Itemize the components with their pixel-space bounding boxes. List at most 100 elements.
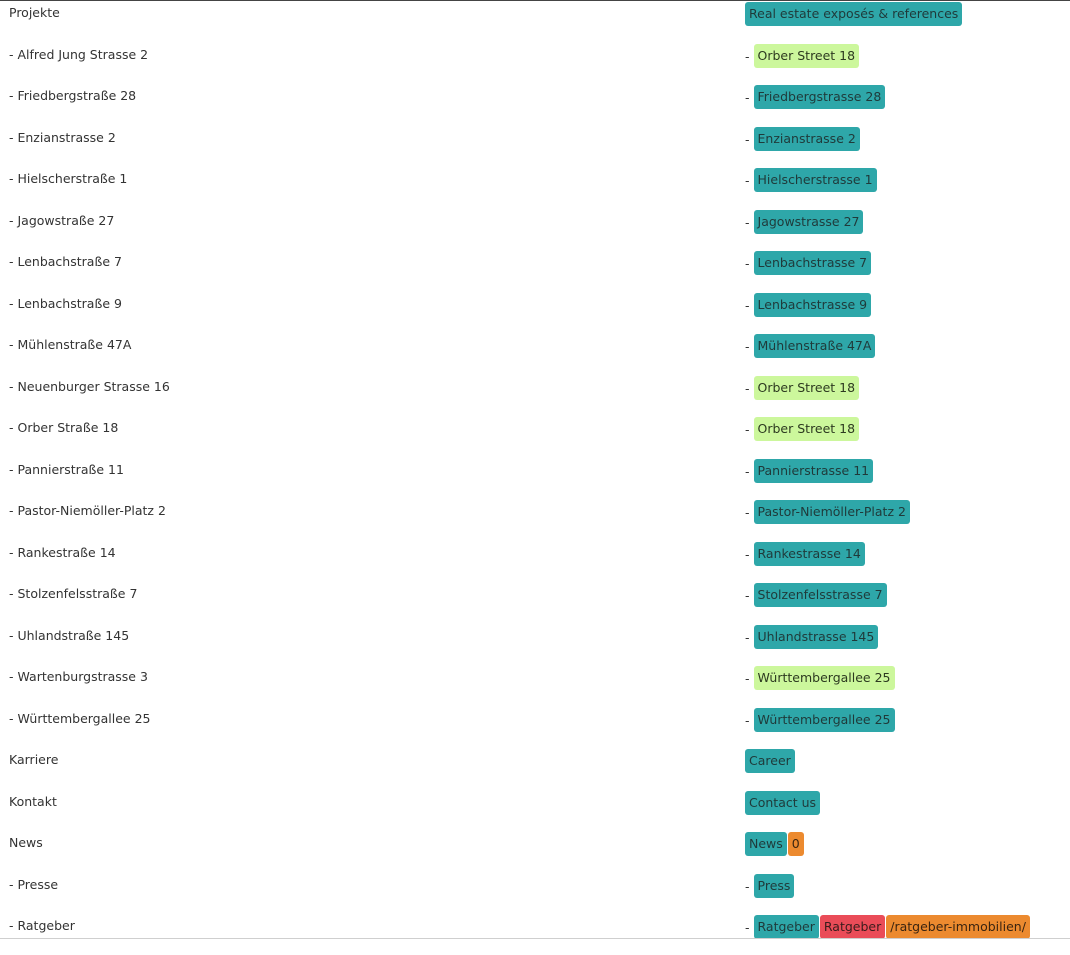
- menu-item-row: - Lenbachstraße 9 - Lenbachstrasse 9: [0, 292, 1070, 333]
- translated-menu-item: - Press: [745, 874, 795, 898]
- source-menu-label: - Hielscherstraße 1: [9, 171, 128, 186]
- translation-tag-orange[interactable]: 0: [787, 832, 804, 856]
- menu-item-row: - Rankestraße 14 - Rankestrasse 14: [0, 541, 1070, 582]
- translation-tag-orange[interactable]: /ratgeber-immobilien/: [886, 915, 1030, 939]
- translation-tag-red[interactable]: Ratgeber: [819, 915, 886, 939]
- translation-tag-teal[interactable]: Ratgeber: [753, 915, 819, 939]
- translated-menu-item: - Pastor-Niemöller-Platz 2: [745, 500, 911, 524]
- translation-tag-teal[interactable]: News: [745, 832, 787, 856]
- translation-tag-teal[interactable]: Hielscherstrasse 1: [753, 168, 877, 192]
- menu-item-row: Karriere Career: [0, 748, 1070, 789]
- menu-item-row: - Friedbergstraße 28 - Friedbergstrasse 28: [0, 84, 1070, 125]
- submenu-dash: -: [745, 297, 750, 313]
- menu-item-row: - Ratgeber - Ratgeber Ratgeber/ratgeber-imm…: [0, 914, 1070, 955]
- source-menu-label: - Neuenburger Strasse 16: [9, 379, 170, 394]
- translated-menu-item: - Uhlandstrasse 145: [745, 625, 879, 649]
- translated-menu-item: - Stolzenfelsstrasse 7: [745, 583, 888, 607]
- source-menu-label: Projekte: [9, 5, 60, 20]
- submenu-dash: -: [745, 546, 750, 562]
- bottom-border: [0, 938, 1070, 939]
- menu-item-row: - Orber Straße 18 - Orber Street 18: [0, 416, 1070, 457]
- top-border: [0, 0, 1070, 1]
- menu-item-row: - Pannierstraße 11 - Pannierstrasse 11: [0, 458, 1070, 499]
- translation-tag-teal[interactable]: Lenbachstrasse 9: [753, 293, 872, 317]
- submenu-dash: -: [745, 463, 750, 479]
- source-menu-label: - Orber Straße 18: [9, 420, 119, 435]
- menu-item-row: - Mühlenstraße 47A - Mühlenstraße 47A: [0, 333, 1070, 374]
- source-menu-label: - Stolzenfelsstraße 7: [9, 586, 138, 601]
- translated-menu-item: - Lenbachstrasse 9: [745, 293, 872, 317]
- source-menu-label: - Enzianstrasse 2: [9, 130, 116, 145]
- source-menu-label: - Alfred Jung Strasse 2: [9, 47, 149, 62]
- submenu-dash: -: [745, 878, 750, 894]
- translation-tag-teal[interactable]: Mühlenstraße 47A: [753, 334, 876, 358]
- translation-tag-teal[interactable]: Contact us: [745, 791, 821, 815]
- menu-item-row: - Lenbachstraße 7 - Lenbachstrasse 7: [0, 250, 1070, 291]
- submenu-dash: -: [745, 504, 750, 520]
- translated-menu-item: Contact us: [745, 791, 821, 815]
- translation-tag-teal[interactable]: Enzianstrasse 2: [753, 127, 860, 151]
- submenu-dash: -: [745, 255, 750, 271]
- translation-tag-lime[interactable]: Orber Street 18: [753, 417, 860, 441]
- translated-menu-item: - Friedbergstrasse 28: [745, 85, 886, 109]
- submenu-dash: -: [745, 629, 750, 645]
- translated-menu-item: - Württembergallee 25: [745, 666, 896, 690]
- translated-menu-item: - Mühlenstraße 47A: [745, 334, 876, 358]
- source-menu-label: - Wartenburgstrasse 3: [9, 669, 148, 684]
- submenu-dash: -: [745, 89, 750, 105]
- translated-menu-item: - Lenbachstrasse 7: [745, 251, 872, 275]
- menu-item-row: - Presse - Press: [0, 873, 1070, 914]
- translated-menu-item: Career: [745, 749, 796, 773]
- submenu-dash: -: [745, 670, 750, 686]
- source-menu-label: - Lenbachstraße 9: [9, 296, 122, 311]
- translation-tag-teal[interactable]: Pastor-Niemöller-Platz 2: [753, 500, 910, 524]
- menu-item-row: - Uhlandstraße 145 - Uhlandstrasse 145: [0, 624, 1070, 665]
- translation-tag-teal[interactable]: Uhlandstrasse 145: [753, 625, 879, 649]
- submenu-dash: -: [745, 712, 750, 728]
- source-menu-label: - Pastor-Niemöller-Platz 2: [9, 503, 166, 518]
- translated-menu-item: - Enzianstrasse 2: [745, 127, 861, 151]
- submenu-dash: -: [745, 131, 750, 147]
- submenu-dash: -: [745, 172, 750, 188]
- source-menu-label: - Ratgeber: [9, 918, 75, 933]
- translation-tag-teal[interactable]: Real estate exposés & references: [745, 2, 963, 26]
- translated-menu-item: - Jagowstrasse 27: [745, 210, 864, 234]
- source-menu-label: - Württembergallee 25: [9, 711, 151, 726]
- menu-item-row: - Enzianstrasse 2- Enzianstrasse 2: [0, 126, 1070, 167]
- menu-item-row: - Württembergallee 25- Württembergallee 2…: [0, 707, 1070, 748]
- translation-tag-lime[interactable]: Orber Street 18: [753, 376, 860, 400]
- translated-menu-item: - Pannierstrasse 11: [745, 459, 874, 483]
- translation-tag-teal[interactable]: Württembergallee 25: [753, 708, 895, 732]
- menu-item-row: Kontakt Contact us: [0, 790, 1070, 831]
- source-menu-label: - Mühlenstraße 47A: [9, 337, 132, 352]
- translation-tag-teal[interactable]: Pannierstrasse 11: [753, 459, 874, 483]
- translation-tag-lime[interactable]: Württembergallee 25: [753, 666, 895, 690]
- translation-tag-teal[interactable]: Jagowstrasse 27: [753, 210, 864, 234]
- translated-menu-item: - Württembergallee 25: [745, 708, 896, 732]
- source-menu-label: - Friedbergstraße 28: [9, 88, 137, 103]
- submenu-dash: -: [745, 214, 750, 230]
- translation-tag-teal[interactable]: Lenbachstrasse 7: [753, 251, 872, 275]
- source-menu-label: - Rankestraße 14: [9, 545, 116, 560]
- translation-tag-teal[interactable]: Career: [745, 749, 795, 773]
- translated-menu-item: - Orber Street 18: [745, 376, 860, 400]
- menu-item-row: - Pastor-Niemöller-Platz 2- Pastor-Niemöl…: [0, 499, 1070, 540]
- menu-item-row: - Alfred Jung Strasse 2 - Orber Street 18: [0, 43, 1070, 84]
- source-menu-label: Karriere: [9, 752, 59, 767]
- translation-tag-teal[interactable]: Rankestrasse 14: [753, 542, 865, 566]
- source-menu-label: - Jagowstraße 27: [9, 213, 115, 228]
- source-menu-label: - Pannierstraße 11: [9, 462, 124, 477]
- menu-item-row: Projekte Real estate exposés & references: [0, 1, 1070, 42]
- translation-tag-lime[interactable]: Orber Street 18: [753, 44, 860, 68]
- source-menu-label: - Uhlandstraße 145: [9, 628, 130, 643]
- translation-tag-teal[interactable]: Press: [753, 874, 795, 898]
- translated-menu-item: - Rankestrasse 14: [745, 542, 866, 566]
- submenu-dash: -: [745, 587, 750, 603]
- translated-menu-item: - Hielscherstrasse 1: [745, 168, 878, 192]
- submenu-dash: -: [745, 48, 750, 64]
- translation-tag-teal[interactable]: Stolzenfelsstrasse 7: [753, 583, 887, 607]
- translated-menu-item: - Ratgeber Ratgeber/ratgeber-immobilien/: [745, 915, 1031, 939]
- menu-item-row: News News 0: [0, 831, 1070, 872]
- translated-menu-item: - Orber Street 18: [745, 44, 860, 68]
- translation-tag-teal[interactable]: Friedbergstrasse 28: [753, 85, 886, 109]
